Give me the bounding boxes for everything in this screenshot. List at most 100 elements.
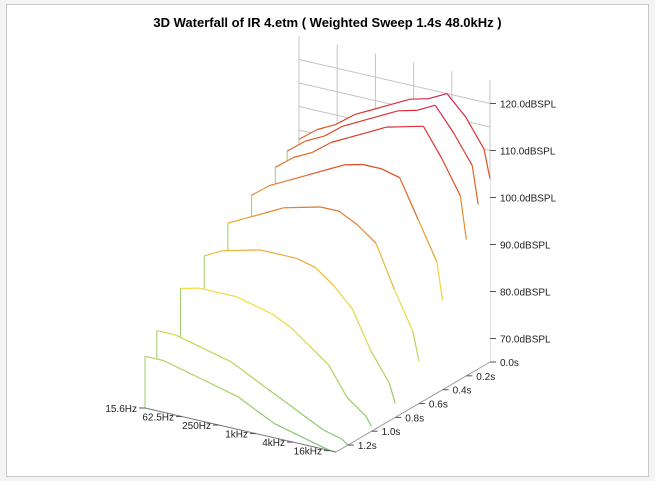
slice-line-segment <box>249 374 269 390</box>
slice-line-segment <box>330 136 350 144</box>
slice-line-segment <box>341 438 349 446</box>
slice-line-segment <box>409 98 429 100</box>
slice-line-segment <box>372 103 392 111</box>
time-tick-label: 1.2s <box>358 441 377 452</box>
slice-line-segment <box>483 148 491 179</box>
slice-line-segment <box>278 253 297 259</box>
slice-line-segment <box>328 364 348 398</box>
slice-line-segment <box>291 327 311 348</box>
slice-line-segment <box>174 334 195 345</box>
freq-axis-line <box>144 407 337 453</box>
slice-line-segment <box>144 355 164 362</box>
slice-line-segment <box>338 210 358 226</box>
db-tick-label: 120.0dBSPL <box>500 100 557 111</box>
time-tick-label: 0.2s <box>476 372 495 383</box>
freq-tick-label: 1kHz <box>225 430 248 441</box>
slice-line-segment <box>293 151 313 159</box>
slice-line-segment <box>335 114 355 125</box>
db-tick-label: 80.0dBSPL <box>500 288 551 299</box>
db-tick-label: 110.0dBSPL <box>500 147 556 158</box>
backwall-grid-hline <box>298 59 491 104</box>
db-tick-label: 70.0dBSPL <box>500 335 551 346</box>
slice-line-segment <box>323 125 343 137</box>
slice-line-segment <box>275 156 294 168</box>
slice-line-segment <box>441 158 461 197</box>
slice-line-segment <box>204 250 223 257</box>
slice-line-segment <box>198 287 218 293</box>
slice-line-segment <box>218 386 238 397</box>
time-tick-label: 1.0s <box>382 427 401 438</box>
freq-tick-label: 250Hz <box>182 421 211 432</box>
slice-line-segment <box>351 308 372 351</box>
slice-line-segment <box>349 131 369 138</box>
slice-line-segment <box>235 296 255 307</box>
slice-line-segment <box>193 343 213 354</box>
slice-line-segment <box>362 163 382 170</box>
chart-title: 3D Waterfall of IR 4.etm ( Weighted Swee… <box>153 15 502 30</box>
slice-line-segment <box>436 261 444 301</box>
slice-line-segment <box>272 314 292 329</box>
slice-line-segment <box>296 257 316 268</box>
slice-line-segment <box>286 140 306 152</box>
slice-line-segment <box>286 402 306 417</box>
slice-line-segment <box>259 249 279 255</box>
floor-right-edge <box>335 361 491 453</box>
slice-line-segment <box>428 93 448 100</box>
time-tick-label: 0.8s <box>405 413 424 424</box>
slice-line-segment <box>163 359 183 371</box>
slice-line-segment <box>264 207 284 214</box>
slice-line-segment <box>446 93 466 118</box>
time-tick-label: 0.6s <box>429 400 448 411</box>
slice-line-segment <box>346 396 367 417</box>
slice-line-segment <box>393 289 414 332</box>
time-tick-label: 0.4s <box>453 386 472 397</box>
slice-line-segment <box>380 168 400 179</box>
slice-line-segment <box>156 330 176 336</box>
slice-line-segment <box>333 285 353 310</box>
slice-fill <box>156 330 348 446</box>
slice-line-segment <box>307 169 326 176</box>
slice-line-segment <box>305 135 325 142</box>
slice-line-segment <box>357 224 377 244</box>
slice-line-segment <box>399 177 419 220</box>
slice-line-segment <box>325 164 345 171</box>
slice-line-segment <box>375 242 396 291</box>
freq-tick-label: 15.6Hz <box>105 404 137 415</box>
slice-line-segment <box>255 409 275 425</box>
slice-line-segment <box>342 120 362 127</box>
slice-line-segment <box>323 429 343 440</box>
slice-line-segment <box>254 305 274 316</box>
slice-line-segment <box>379 110 399 117</box>
slice-line-segment <box>459 195 467 240</box>
slice-line-segment <box>416 104 436 111</box>
slice-line-segment <box>309 346 330 366</box>
slice-line-segment <box>311 441 331 452</box>
db-tick-label: 100.0dBSPL <box>500 194 557 205</box>
freq-tick-label: 4kHz <box>262 438 285 449</box>
db-tick-label: 90.0dBSPL <box>500 241 551 252</box>
slice-line-segment <box>227 217 247 224</box>
slice-line-segment <box>288 174 308 181</box>
slice-line-segment <box>181 368 201 380</box>
slice-line-segment <box>391 98 411 105</box>
slice-line-segment <box>320 206 340 212</box>
slice-line-segment <box>370 350 390 384</box>
slice-line-segment <box>212 352 232 363</box>
slice-line-segment <box>367 126 387 133</box>
slice-line-segment <box>412 331 420 362</box>
slice-line-segment <box>471 165 479 205</box>
slice-line-segment <box>298 128 318 140</box>
slice-line-segment <box>422 126 443 159</box>
slice-line-segment <box>453 132 473 166</box>
slice-line-segment <box>464 116 485 150</box>
freq-tick-label: 16kHz <box>294 447 322 458</box>
slice-line-segment <box>304 415 324 431</box>
slice-line-segment <box>388 382 396 404</box>
slice-line-segment <box>314 266 335 287</box>
time-tick-label: 0.0s <box>500 358 519 369</box>
slice-fill <box>145 356 336 452</box>
slice-line-segment <box>230 361 250 376</box>
slice-line-segment <box>217 291 237 298</box>
slice-line-segment <box>312 141 332 153</box>
